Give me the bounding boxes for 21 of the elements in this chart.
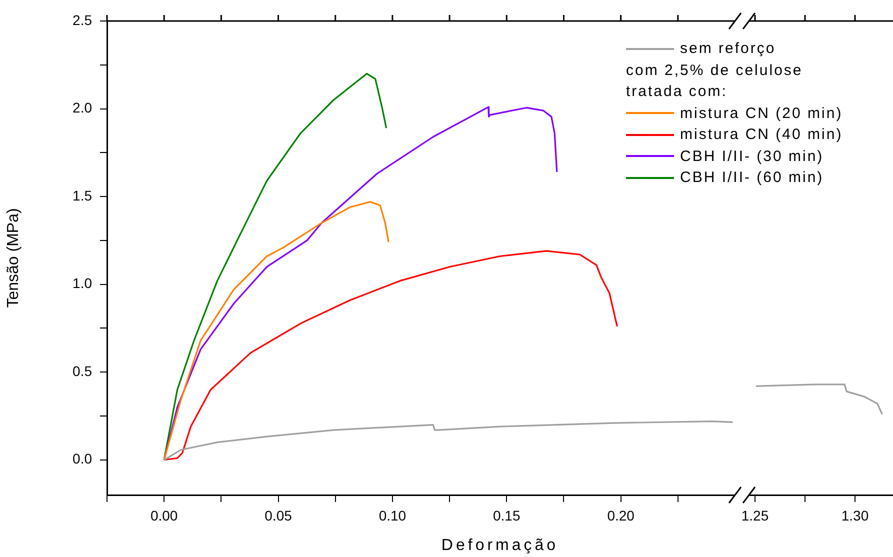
x-tick-label: 0.00	[150, 507, 178, 524]
y-tick-label: 2.5	[72, 12, 92, 28]
legend-label: sem reforço	[680, 39, 776, 59]
legend-label: mistura CN (20 min)	[680, 104, 843, 124]
y-tick-label: 1.0	[72, 275, 92, 292]
x-tick-label: 0.10	[378, 507, 406, 524]
annotation: com 2,5% de celulose tratada com:	[626, 60, 804, 102]
x-tick-label: 1.25	[741, 507, 769, 524]
legend-label: CBH I/II- (30 min)	[680, 146, 824, 166]
y-tick-label: 0.0	[72, 450, 92, 467]
x-tick-label: 1.30	[841, 507, 869, 524]
y-tick-label: 2.0	[72, 100, 92, 116]
legend-label: CBH I/II- (60 min)	[680, 168, 824, 188]
legend-label: mistura CN (40 min)	[680, 125, 843, 145]
x-tick-label: 0.15	[493, 507, 520, 524]
x-tick-label: 0.05	[264, 507, 292, 524]
x-axis-title: Deformação	[440, 537, 560, 555]
y-tick-label: 0.5	[72, 362, 92, 379]
y-axis-title: Tensão (MPa)	[5, 208, 22, 308]
y-tick-label: 1.5	[72, 187, 92, 204]
x-tick-label: 0.20	[607, 507, 635, 524]
